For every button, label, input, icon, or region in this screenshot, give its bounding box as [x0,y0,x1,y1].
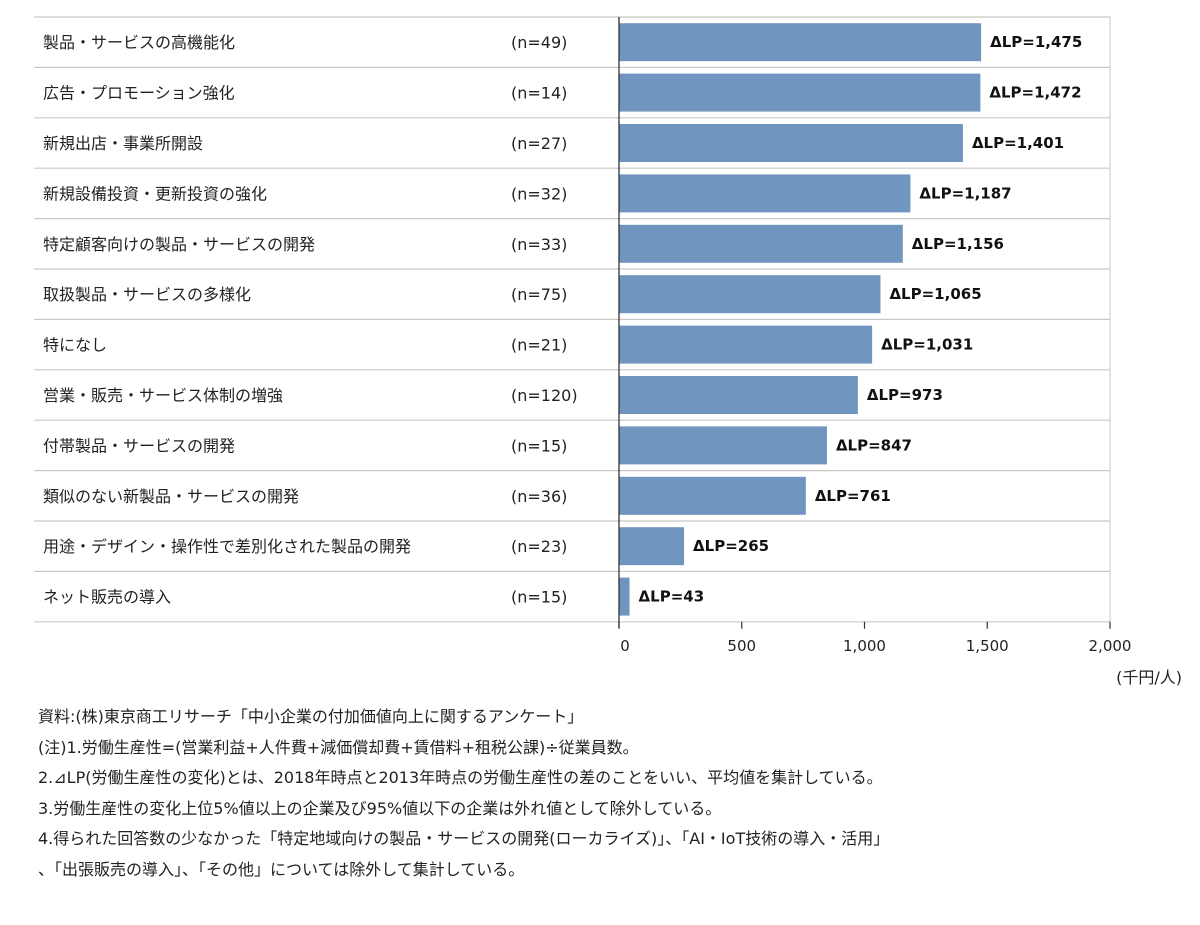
n-label: (n=15) [511,436,567,455]
category-label: 製品・サービスの高機能化 [43,33,235,52]
category-label: 営業・販売・サービス体制の増強 [43,386,283,405]
category-label: 新規出店・事業所開設 [43,134,203,153]
bar [619,426,827,465]
category-label: 新規設備投資・更新投資の強化 [43,184,267,203]
category-label: 類似のない新製品・サービスの開発 [43,487,299,506]
x-tick-label: 1,000 [843,637,886,655]
bar [619,476,806,515]
n-label: (n=33) [511,235,567,254]
category-label: 取扱製品・サービスの多様化 [43,285,251,304]
category-label: 広告・プロモーション強化 [43,84,235,103]
bar [619,174,911,213]
note-2: 2.⊿LP(労働生産性の変化)とは、2018年時点と2013年時点の労働生産性の… [38,768,883,787]
x-tick-label: 500 [727,637,756,655]
n-label: (n=15) [511,588,567,607]
category-label: 特になし [43,336,107,355]
bar [619,376,858,414]
bar [619,23,982,62]
category-label: 特定顧客向けの製品・サービスの開発 [43,235,315,254]
data-label: ΔLP=973 [867,386,943,404]
bar [619,577,630,616]
n-label: (n=75) [511,285,567,304]
category-label: 用途・デザイン・操作性で差別化された製品の開発 [43,537,411,556]
x-tick-label: 0 [620,637,630,655]
bar [619,73,981,112]
data-label: ΔLP=1,031 [881,336,973,354]
data-label: ΔLP=265 [693,537,769,555]
n-label: (n=36) [511,487,567,506]
n-label: (n=32) [511,184,567,203]
data-label: ΔLP=1,156 [912,235,1004,253]
note-4: 4.得られた回答数の少なかった「特定地域向けの製品・サービスの開発(ローカライズ… [38,829,890,848]
notes: 資料:(株)東京商工リサーチ「中小企業の付加価値向上に関するアンケート」 (注)… [38,702,1188,885]
bar [619,527,685,566]
data-label: ΔLP=43 [639,588,705,606]
n-label: (n=23) [511,537,567,556]
x-axis-unit-label: (千円/人) [1116,668,1182,687]
data-label: ΔLP=1,401 [972,134,1064,152]
x-tick-label: 2,000 [1089,637,1132,655]
data-label: ΔLP=1,187 [919,184,1011,202]
bar [619,275,881,314]
data-label: ΔLP=847 [836,436,912,454]
note-4-continued: 、「出張販売の導入」、「その他」については除外して集計している。 [38,859,525,879]
bar [619,224,903,263]
n-label: (n=21) [511,336,567,355]
category-label: 付帯製品・サービスの開発 [43,436,235,455]
note-3: 3.労働生産性の変化上位5%値以上の企業及び95%値以下の企業は外れ値として除外… [38,798,722,818]
note-1: (注)1.労働生産性=(営業利益+人件費+減価償却費+賃借料+租税公課)÷従業員… [38,737,639,757]
data-label: ΔLP=1,472 [989,84,1081,102]
n-label: (n=27) [511,134,567,153]
category-label: ネット販売の導入 [43,588,171,607]
data-label: ΔLP=1,475 [990,33,1082,51]
note-source: 資料:(株)東京商工リサーチ「中小企業の付加価値向上に関するアンケート」 [38,707,584,726]
x-tick-label: 1,500 [966,637,1009,655]
data-label: ΔLP=1,065 [889,285,981,303]
bar [619,325,873,364]
n-label: (n=120) [511,386,578,405]
n-label: (n=49) [511,33,567,52]
bar-chart: 製品・サービスの高機能化 (n=49) ΔLP=1,475 広告・プロモーション強化 (… [34,16,1182,687]
data-label: ΔLP=761 [815,487,891,505]
bar [619,124,963,162]
n-label: (n=14) [511,84,567,103]
